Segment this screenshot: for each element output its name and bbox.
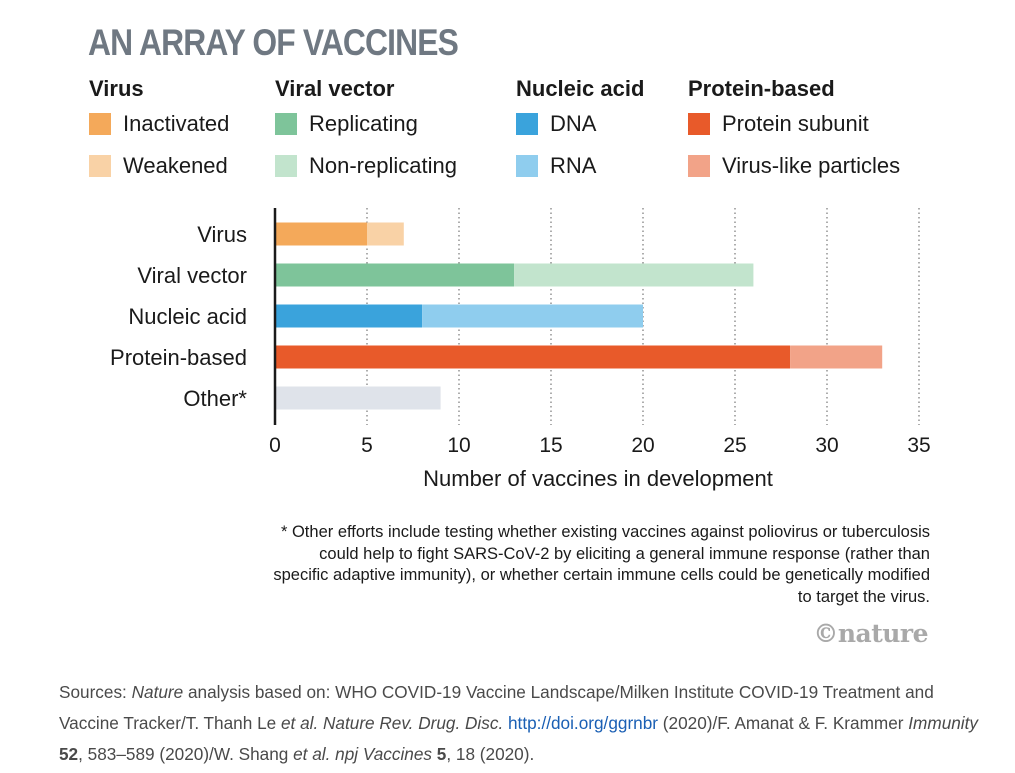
legend-item-virus-like-particles: Virus-like particles [688,152,900,180]
x-tick-label: 10 [447,434,470,457]
x-tick-label: 5 [361,434,373,457]
sources-etal-1: et al. [280,713,319,733]
legend-swatch [516,155,538,177]
bar-virus-like-particles [790,345,883,369]
bar-dna [275,304,423,328]
sources-text-3: , 583–589 (2020)/W. Shang [78,744,294,764]
legend-label: Virus-like particles [722,153,901,178]
legend-item-non-replicating: Non-replicating [275,152,457,180]
x-axis-title: Number of vaccines in development [423,466,773,491]
category-label: Viral vector [137,263,247,288]
x-tick-label: 35 [907,434,930,457]
category-label: Protein-based [110,345,247,370]
legend-group-protein-based: Protein-based Protein subunit Virus-like… [688,76,900,194]
sources-prefix: Sources: [59,682,132,702]
legend-heading: Viral vector [275,76,395,101]
x-tick-label: 0 [269,434,281,457]
legend-swatch [89,113,111,135]
sources-journal-1: Nature Rev. Drug. Disc. [323,713,504,733]
sources-nature: Nature [131,682,184,702]
legend-item-weakened: Weakened [89,152,229,180]
sources-volume-2: 52 [59,744,79,764]
sources-text-2: (2020)/F. Amanat & F. Krammer [658,713,909,733]
bar-protein-subunit [275,345,791,369]
category-label: Other* [183,386,247,411]
bar-replicating [275,263,515,287]
legend-item-replicating: Replicating [275,110,457,138]
legend-heading: Protein-based [688,76,835,101]
legend-swatch [688,113,710,135]
sources-volume-3: 5 [436,744,447,764]
x-tick-label: 30 [815,434,838,457]
legend-swatch [89,155,111,177]
doi-link[interactable]: http://doi.org/ggrnbr [508,713,659,733]
bar-rna [422,304,643,328]
x-tick-label: 25 [723,434,746,457]
legend-swatch [275,113,297,135]
footnote: * Other efforts include testing whether … [273,523,930,606]
sources-journal-2: Immunity [908,713,978,733]
legend-item-inactivated: Inactivated [89,110,229,138]
bar-other [275,386,441,410]
sources-text-4: , 18 (2020). [446,744,535,764]
legend-heading: Nucleic acid [516,76,645,101]
legend-label: DNA [550,111,597,136]
legend-swatch [688,155,710,177]
legend-label: Protein subunit [722,111,869,136]
sources-citation: Sources: Nature analysis based on: WHO C… [59,677,979,770]
legend-heading: Virus [89,76,144,101]
sources-text-1: analysis based on: WHO COVID-19 Vaccine … [59,682,934,733]
legend-label: RNA [550,153,597,178]
legend-swatch [516,113,538,135]
legend-label: Non-replicating [309,153,457,178]
legend-group-nucleic-acid: Nucleic acid DNA RNA [516,76,644,194]
bar-non-replicating [514,263,754,287]
legend-label: Replicating [309,111,418,136]
legend-label: Inactivated [123,111,230,136]
bar-chart: Virus Viral vector Nucleic acid Protein-bas… [110,208,931,491]
bar-weakened [367,222,404,246]
bar-inactivated [275,222,367,246]
x-tick-label: 20 [631,434,654,457]
legend-group-virus: Virus Inactivated Weakened [89,76,229,194]
category-label: Nucleic acid [128,304,247,329]
x-tick-label: 15 [539,434,562,457]
category-label: Virus [197,222,247,247]
legend-swatch [275,155,297,177]
chart-title: AN ARRAY OF VACCINES [88,22,459,63]
legend-group-viral-vector: Viral vector Replicating Non-replicating [275,76,457,194]
legend-item-dna: DNA [516,110,644,138]
nature-logo: ©nature [813,619,928,648]
sources-etal-2: et al. [293,744,331,764]
sources-journal-3: npj Vaccines [335,744,432,764]
legend-item-rna: RNA [516,152,644,180]
legend-label: Weakened [123,153,228,178]
legend-item-protein-subunit: Protein subunit [688,110,900,138]
